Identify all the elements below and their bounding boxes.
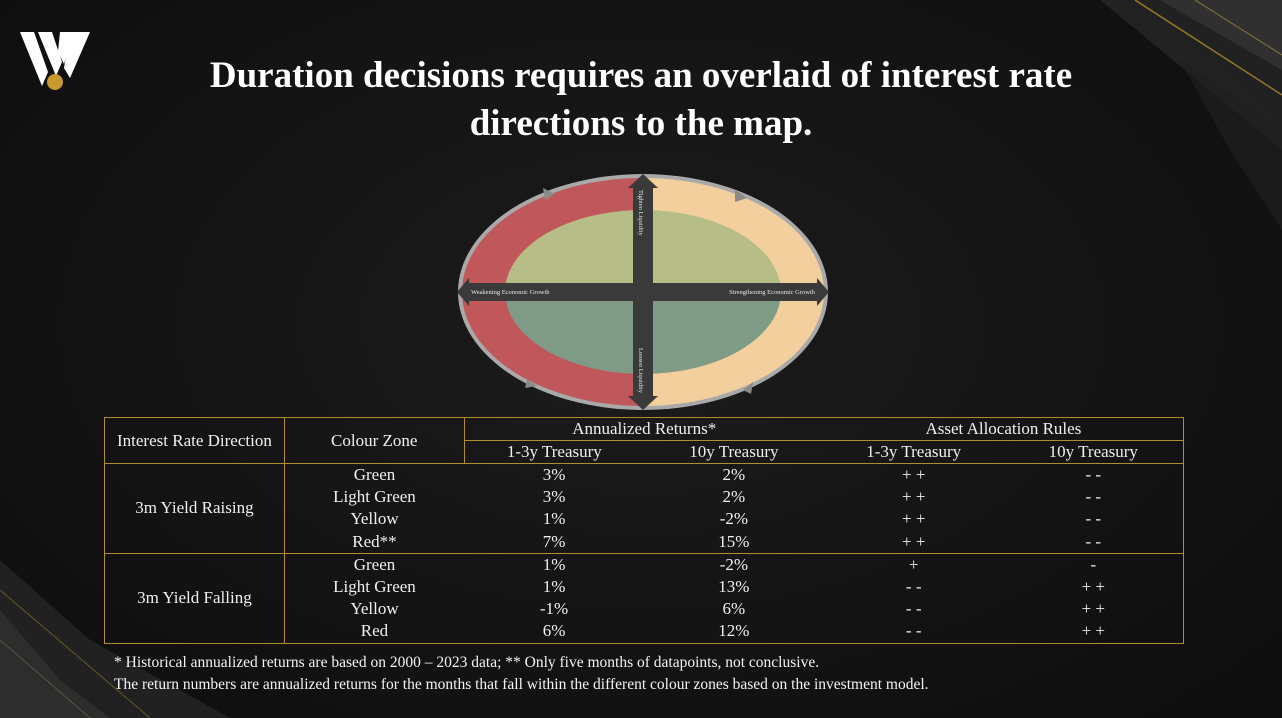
- axis-label-top: Tighten Liquidity: [637, 190, 644, 237]
- rule-long-cell: - -: [1003, 463, 1184, 487]
- cycle-arrow-icon: [543, 188, 555, 200]
- footnotes: * Historical annualized returns are base…: [114, 652, 929, 696]
- rule-short-cell: + +: [901, 487, 926, 507]
- zone-cell: Light Green: [283, 576, 465, 599]
- brand-logo: [20, 32, 90, 90]
- returns-table: Interest Rate Direction Colour Zone Annu…: [104, 417, 1184, 644]
- zone-cell: Yellow: [283, 598, 465, 621]
- header-returns-10y: 10y Treasury: [643, 440, 824, 464]
- cycle-arrow-icon: [525, 380, 537, 388]
- rule-short-cell: - -: [905, 577, 922, 597]
- group-raising: 3m Yield Raising Green 3% 2% + + - - Lig…: [104, 463, 1184, 554]
- header-annualized-returns: Annualized Returns*: [464, 417, 824, 441]
- rule-long-cell: + +: [1003, 576, 1184, 599]
- rule-short-cell: - -: [823, 620, 1004, 644]
- header-rules-10y: 10y Treasury: [1003, 440, 1184, 464]
- header-direction: Interest Rate Direction: [104, 417, 285, 464]
- table-row: 3m Yield Raising Green 3% 2% + + - -: [104, 463, 1184, 554]
- header-colour-zone: Colour Zone: [283, 417, 465, 464]
- axis-label-right: Strengthening Economic Growth: [729, 289, 816, 296]
- zone-cell: Light Green: [283, 486, 465, 509]
- footnote-line-1: * Historical annualized returns are base…: [114, 654, 820, 671]
- return-long-cell: 2%: [722, 487, 746, 507]
- cycle-arrow-icon: [743, 382, 753, 394]
- table-row: Yellow 1% -2% + + - -: [105, 508, 1184, 531]
- header-asset-allocation-rules: Asset Allocation Rules: [823, 417, 1184, 441]
- return-long-cell: 13%: [718, 577, 750, 597]
- axis-label-bottom: Loosen Liquidity: [637, 348, 644, 394]
- axis-arrow-left-icon: [457, 278, 469, 306]
- rule-short-cell: + +: [901, 465, 926, 484]
- return-long-cell: 2%: [722, 465, 746, 484]
- return-short-cell: 1%: [542, 554, 566, 574]
- zone-cell: Red: [283, 620, 465, 644]
- rule-long-cell: -: [1003, 553, 1184, 577]
- zone-cell: Yellow: [283, 508, 465, 531]
- axis-arrow-right-icon: [817, 278, 829, 306]
- axis-arrow-up-icon: [628, 174, 658, 188]
- rule-long-cell: - -: [1003, 530, 1184, 554]
- rule-long-cell: - -: [1003, 486, 1184, 509]
- rule-long-cell: + +: [1003, 620, 1184, 644]
- horizontal-axis: [467, 283, 819, 301]
- group-falling: 3m Yield Falling Green 1% -2% + - Light …: [104, 552, 1184, 644]
- return-long-cell: -2%: [719, 554, 749, 574]
- return-long-cell: 12%: [643, 620, 824, 644]
- direction-cell: 3m Yield Falling: [104, 552, 285, 644]
- return-short-cell: 3%: [542, 487, 566, 507]
- return-short-cell: -1%: [539, 599, 569, 619]
- zone-cell: Red**: [283, 530, 465, 554]
- title-line-2: directions to the map.: [469, 103, 813, 144]
- return-long-cell: -2%: [719, 509, 749, 529]
- zone-cell: Green: [283, 463, 465, 487]
- table-row: Red** 7% 15% + + - -: [105, 530, 1184, 554]
- table-row: Yellow -1% 6% - - + +: [105, 598, 1184, 621]
- table-row: 3m Yield Falling Green 1% -2% + -: [104, 552, 1184, 644]
- title-line-1: Duration decisions requires an overlaid …: [209, 55, 1073, 96]
- return-long-cell: 15%: [643, 530, 824, 554]
- return-short-cell: 1%: [542, 509, 566, 529]
- table-row: Light Green 1% 13% - - + +: [105, 576, 1184, 599]
- axis-label-left: Weakening Economic Growth: [471, 289, 550, 296]
- return-long-cell: 6%: [722, 599, 746, 619]
- header-returns-1-3y: 1-3y Treasury: [464, 440, 644, 464]
- return-short-cell: 1%: [542, 577, 566, 597]
- page-title: Duration decisions requires an overlaid …: [0, 52, 1282, 148]
- rule-long-cell: + +: [1003, 598, 1184, 621]
- cycle-arrow-icon: [735, 190, 747, 202]
- return-short-cell: 7%: [464, 530, 644, 554]
- zone-cell: Green: [283, 553, 465, 577]
- table-row: Light Green 3% 2% + + - -: [105, 486, 1184, 509]
- direction-cell: 3m Yield Raising: [104, 463, 285, 554]
- rule-short-cell: +: [908, 554, 919, 574]
- return-short-cell: 3%: [542, 465, 566, 484]
- rule-long-cell: - -: [1003, 508, 1184, 531]
- rule-short-cell: + +: [823, 530, 1004, 554]
- table-row: Red 6% 12% - - + +: [105, 620, 1184, 644]
- rule-short-cell: - -: [905, 599, 922, 619]
- rule-short-cell: + +: [901, 509, 926, 529]
- economic-cycle-diagram: Tighten Liquidity Loosen Liquidity Weake…: [457, 174, 829, 410]
- footnote-line-2: The return numbers are annualized return…: [114, 676, 929, 693]
- return-short-cell: 6%: [464, 620, 644, 644]
- header-rules-1-3y: 1-3y Treasury: [823, 440, 1004, 464]
- axis-arrow-down-icon: [628, 396, 658, 410]
